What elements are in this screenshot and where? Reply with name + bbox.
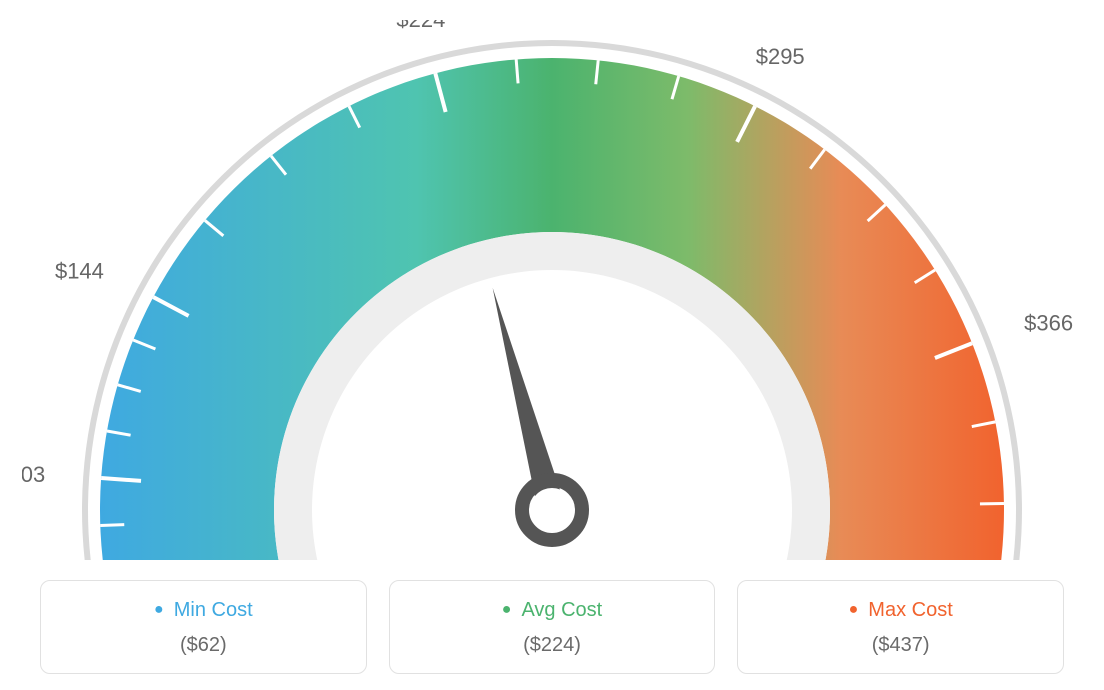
- tick-label: $103: [22, 462, 45, 487]
- legend-value-avg: ($224): [400, 634, 705, 657]
- minor-tick: [516, 59, 518, 83]
- legend-title-min: Min Cost: [51, 599, 356, 622]
- minor-tick: [100, 525, 124, 526]
- tick-label: $366: [1024, 311, 1073, 336]
- legend-card-min: Min Cost ($62): [40, 580, 367, 674]
- legend-value-max: ($437): [748, 634, 1053, 657]
- needle-hub-inner: [530, 488, 574, 532]
- legend-card-avg: Avg Cost ($224): [389, 580, 716, 674]
- major-tick: [101, 478, 141, 481]
- tick-label: $144: [55, 259, 104, 284]
- gauge-chart: $62$103$144$224$295$366$437: [0, 0, 1104, 580]
- tick-label: $224: [396, 20, 445, 32]
- legend-title-max: Max Cost: [748, 599, 1053, 622]
- legend-value-min: ($62): [51, 634, 356, 657]
- legend-title-avg: Avg Cost: [400, 599, 705, 622]
- tick-label: $295: [756, 44, 805, 69]
- legend-card-max: Max Cost ($437): [737, 580, 1064, 674]
- legend-row: Min Cost ($62) Avg Cost ($224) Max Cost …: [0, 580, 1104, 674]
- gauge-svg: $62$103$144$224$295$366$437: [22, 20, 1082, 560]
